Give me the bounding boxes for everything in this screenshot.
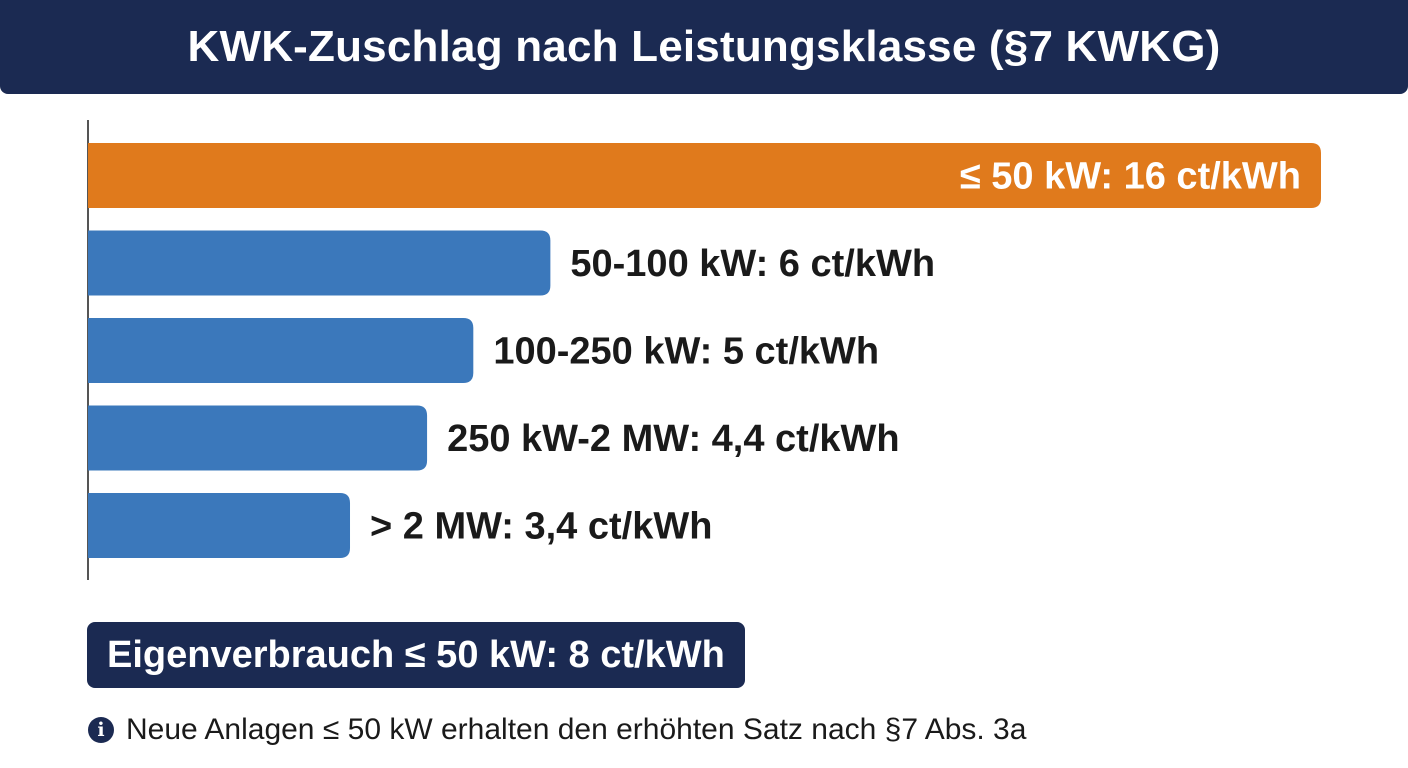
title-bar: KWK-Zuschlag nach Leistungsklasse (§7 KW… [0, 0, 1408, 94]
bar-label-3: 250 kW-2 MW: 4,4 ct/kWh [447, 418, 900, 460]
bar-label-0: ≤ 50 kW: 16 ct/kWh [960, 156, 1301, 198]
bar-2 [88, 318, 474, 383]
page-title: KWK-Zuschlag nach Leistungsklasse (§7 KW… [187, 22, 1221, 71]
bar-label-4: > 2 MW: 3,4 ct/kWh [370, 506, 712, 548]
info-icon: i [88, 717, 114, 743]
self-consumption-badge: Eigenverbrauch ≤ 50 kW: 8 ct/kWh [87, 622, 745, 688]
footnote: i Neue Anlagen ≤ 50 kW erhalten den erhö… [88, 713, 1026, 747]
self-consumption-label: Eigenverbrauch ≤ 50 kW: 8 ct/kWh [107, 633, 725, 676]
bar-label-1: 50-100 kW: 6 ct/kWh [570, 243, 935, 285]
bar-4 [88, 493, 351, 558]
bar-3 [88, 405, 428, 471]
footnote-text: Neue Anlagen ≤ 50 kW erhalten den erhöht… [126, 713, 1027, 746]
bars-group: ≤ 50 kW: 16 ct/kWh 50-100 kW: 6 ct/kWh 100… [88, 143, 1321, 558]
bar-chart: ≤ 50 kW: 16 ct/kWh 50-100 kW: 6 ct/kWh 100… [87, 120, 1321, 580]
bar-0 [88, 143, 1321, 208]
bar-1 [88, 230, 551, 296]
bar-label-2: 100-250 kW: 5 ct/kWh [493, 331, 879, 373]
